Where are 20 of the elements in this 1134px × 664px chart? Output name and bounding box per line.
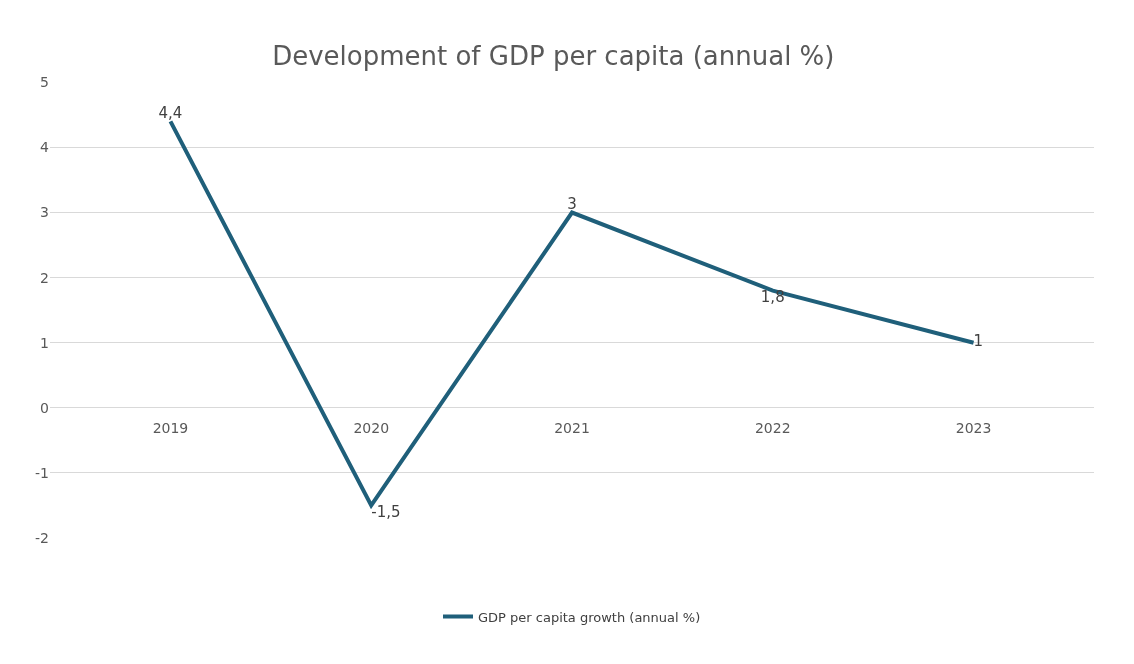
y-tick-label: -1 [35, 464, 49, 481]
y-tick-label: 4 [40, 139, 50, 156]
x-tick-label: 2022 [754, 419, 791, 436]
x-tick-label: 2019 [152, 419, 189, 436]
x-tick-label: 2021 [554, 419, 590, 436]
y-tick-label: -2 [35, 529, 49, 546]
data-label: 4,4 [158, 103, 183, 122]
y-tick-label: 0 [40, 399, 49, 416]
y-tick-label: 3 [40, 204, 49, 221]
y-tick-label: 2 [40, 269, 49, 286]
data-label: 1 [973, 332, 984, 351]
data-label: -1,5 [371, 502, 401, 521]
chart-title: Development of GDP per capita (annual %) [272, 40, 835, 71]
legend-label: GDP per capita growth (annual %) [478, 609, 701, 625]
data-label: 3 [567, 194, 577, 213]
y-tick-label: 5 [40, 74, 49, 91]
x-tick-label: 2023 [955, 419, 992, 436]
x-tick-label: 2020 [353, 419, 390, 436]
y-tick-label: 1 [40, 334, 49, 351]
data-label: 1,8 [760, 287, 785, 306]
